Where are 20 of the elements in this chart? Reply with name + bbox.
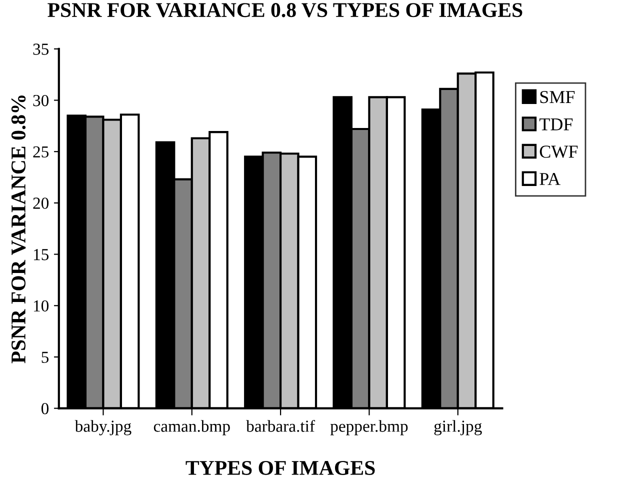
y-tick-label: 25 — [33, 146, 49, 158]
y-tick-label: 10 — [34, 300, 49, 312]
x-tick-label: pepper.bmp — [330, 420, 408, 436]
x-tick-label: barbara.tif — [246, 420, 316, 432]
y-tick-label: 30 — [33, 94, 49, 106]
legend-label: TDF — [539, 118, 573, 130]
y-tick-label: 15 — [34, 249, 49, 260]
y-tick-label: 35 — [33, 44, 49, 55]
x-tick-label: girl.jpg — [434, 420, 482, 436]
legend-label: CWF — [540, 146, 578, 158]
x-tick-label: baby.jpg — [74, 420, 132, 436]
y-tick-label: 5 — [42, 352, 49, 363]
x-tick-label: caman.bmp — [154, 420, 230, 436]
y-tick-label: 0 — [41, 403, 49, 414]
x-axis-title: TYPES OF IMAGES — [186, 460, 375, 475]
y-tick-label: 20 — [33, 198, 49, 209]
y-axis-title: PSNR FOR VARIANCE 0.8% — [11, 96, 26, 364]
chart-title: PSNR FOR VARIANCE 0.8 VS TYPES OF IMAGES — [48, 3, 522, 18]
legend-label: PA — [540, 172, 560, 185]
legend-label: SMF — [540, 90, 575, 104]
